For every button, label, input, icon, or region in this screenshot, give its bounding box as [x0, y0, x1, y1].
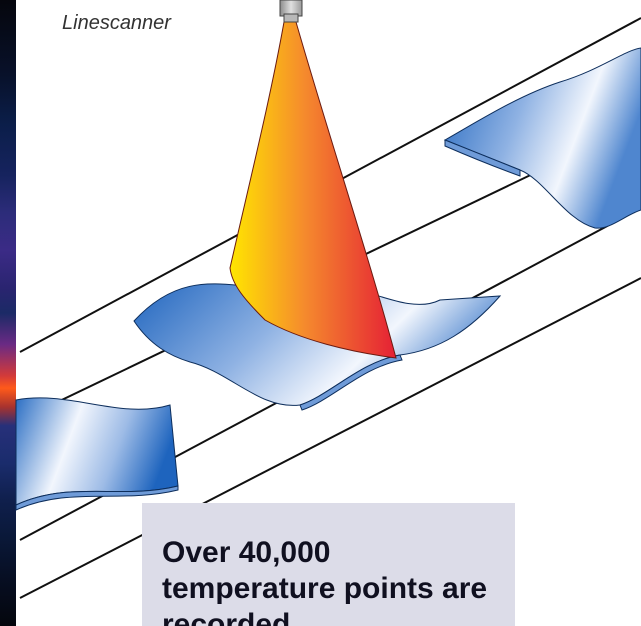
- thermal-image-strip: [0, 0, 16, 626]
- linescanner-device: [279, 0, 303, 23]
- stats-callout-box: Over 40,000 temperature points are recor…: [142, 503, 515, 626]
- stats-callout-text: Over 40,000 temperature points are recor…: [162, 536, 488, 626]
- scanner-label: Linescanner: [62, 12, 171, 34]
- metal-sheet-right: [443, 47, 641, 229]
- metal-sheet-left: [15, 397, 179, 511]
- scan-beam: [229, 21, 397, 359]
